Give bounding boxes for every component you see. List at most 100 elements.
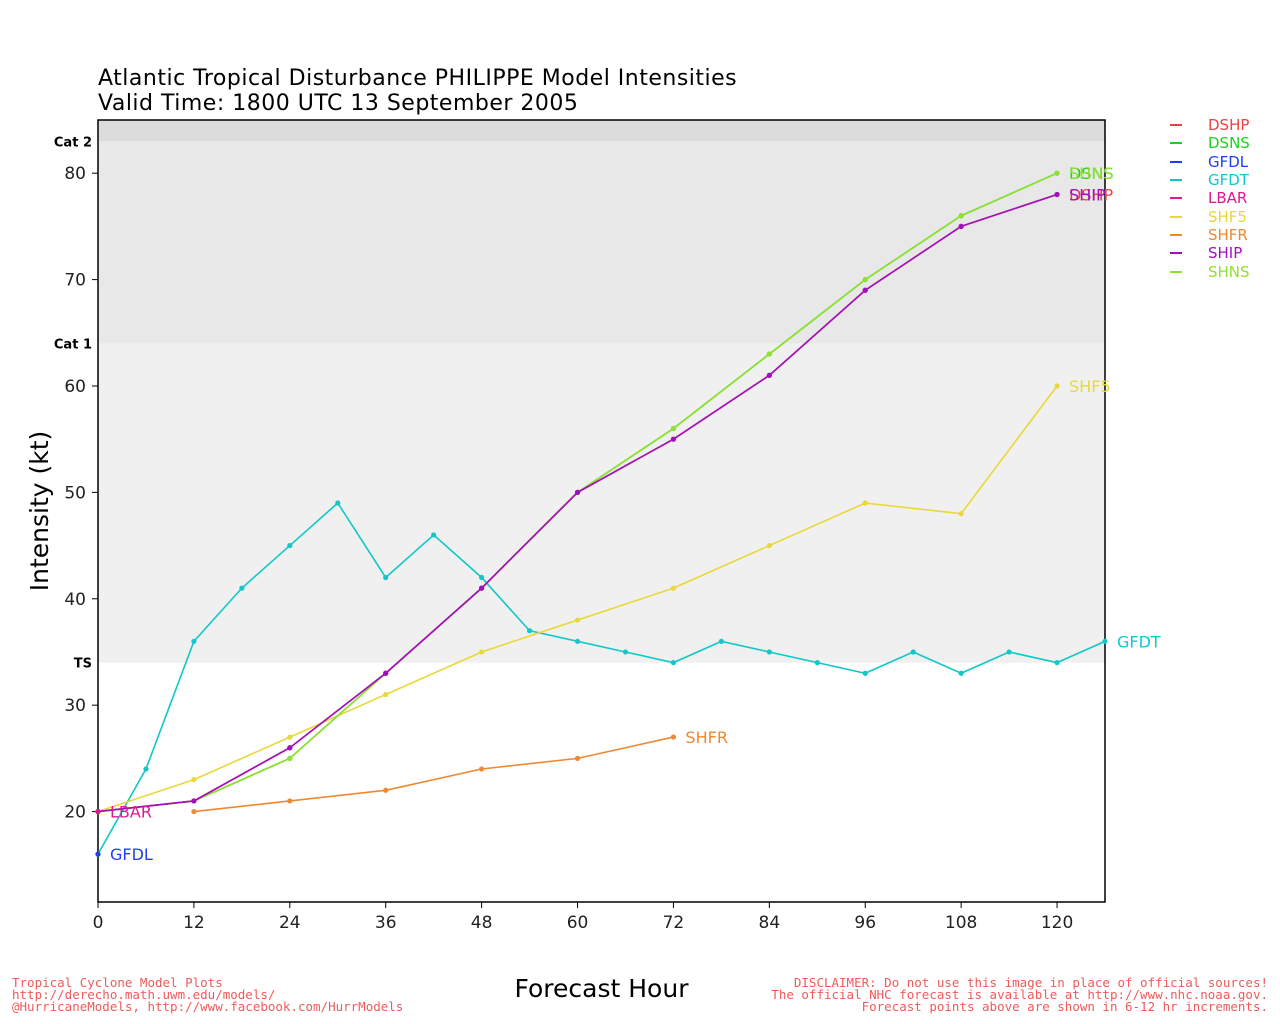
band-cat-1 — [98, 141, 1105, 344]
legend-label: SHIP — [1208, 244, 1243, 263]
point-shfr — [670, 734, 677, 740]
band-label: Cat 1 — [54, 337, 92, 352]
series-line-gfdt — [97, 501, 1106, 855]
band-label: Cat 2 — [54, 135, 92, 150]
point-gfdt — [1006, 649, 1012, 655]
y-tick-label: 30 — [64, 696, 86, 716]
point-gfdt — [670, 660, 677, 666]
footer-credit-social[interactable]: @HurricaneModels, http://www.facebook.co… — [12, 999, 404, 1014]
point-gfdt — [526, 628, 533, 634]
point-gfdt — [287, 542, 293, 549]
point-shns — [862, 276, 868, 283]
point-shfr — [479, 766, 485, 772]
legend-swatch — [1170, 124, 1182, 127]
legend-label: DSHP — [1208, 116, 1250, 135]
y-tick-label: 40 — [64, 590, 86, 610]
point-gfdt — [1102, 638, 1108, 644]
point-shf5 — [670, 585, 677, 591]
chart-title: Atlantic Tropical Disturbance PHILIPPE M… — [98, 66, 738, 91]
footer-credit-line: Tropical Cyclone Model Plots — [12, 975, 223, 990]
point-ship — [958, 223, 964, 229]
disclaimer-increments-line: Forecast points above are shown in 6-12 … — [861, 999, 1268, 1014]
legend-swatch — [1170, 233, 1182, 236]
end-label-ship: SHIP — [1069, 185, 1106, 204]
legend-item-gfdt: GFDT — [1170, 171, 1250, 189]
legend-label: GFDT — [1208, 171, 1249, 190]
end-label-shf5: SHF5 — [1069, 377, 1111, 396]
footer-credits: Tropical Cyclone Model Plots http://dere… — [12, 975, 404, 1014]
legend-item-dshp: DSHP — [1170, 116, 1250, 134]
legend-item-lbar: LBAR — [1170, 189, 1250, 207]
point-ship — [766, 372, 772, 378]
legend-swatch — [1170, 142, 1182, 145]
x-axis-label: Forecast Hour — [515, 974, 690, 1003]
x-tick-label: 108 — [945, 913, 977, 933]
point-ship — [383, 670, 389, 676]
point-gfdt — [622, 649, 629, 655]
point-shf5 — [574, 617, 581, 623]
footer-disclaimer: DISCLAIMER: Do not use this image in pla… — [771, 976, 1268, 1014]
point-shns — [958, 213, 964, 219]
legend-swatch — [1170, 179, 1182, 182]
legend: DSHP DSNS GFDL GFDT LBAR SHF5 SHFR SHIP SHNS — [1170, 116, 1250, 281]
point-gfdt — [143, 766, 149, 772]
x-tick-label: 60 — [567, 913, 589, 933]
legend-label: LBAR — [1208, 189, 1248, 208]
point-shf5 — [191, 777, 197, 783]
end-label-shfr: SHFR — [685, 728, 728, 747]
x-tick-label: 72 — [663, 913, 685, 933]
point-shf5 — [383, 691, 389, 698]
legend-label: DSNS — [1208, 134, 1250, 153]
legend-swatch — [1170, 215, 1182, 218]
point-shf5 — [958, 511, 964, 517]
legend-swatch — [1170, 160, 1182, 163]
point-ship — [191, 798, 197, 804]
point-shf5 — [479, 649, 485, 655]
point-shf5 — [287, 734, 293, 740]
legend-item-ship: SHIP — [1170, 244, 1250, 262]
point-shns — [766, 351, 772, 357]
x-tick-label: 48 — [471, 913, 493, 933]
point-shf5 — [862, 500, 868, 506]
point-shf5 — [1054, 383, 1060, 389]
legend-label: SHF5 — [1208, 207, 1247, 226]
y-axis-label: Intensity (kt) — [25, 431, 54, 592]
point-gfdt — [766, 649, 772, 655]
point-shfr — [287, 798, 293, 804]
end-label-shns: SHNS — [1069, 164, 1113, 183]
point-ship — [862, 287, 868, 293]
point-ship — [574, 489, 581, 495]
end-label-gfdl: GFDL — [110, 845, 153, 864]
legend-item-shfr: SHFR — [1170, 226, 1250, 244]
legend-item-gfdl: GFDL — [1170, 153, 1250, 171]
x-tick-label: 0 — [93, 913, 104, 933]
end-label-dsns: DSNS — [1069, 164, 1114, 183]
point-shfr — [191, 808, 197, 815]
legend-label: GFDL — [1208, 152, 1249, 171]
y-tick-label: 70 — [64, 271, 86, 291]
band-ts — [98, 343, 1105, 663]
series-line-shfr — [193, 736, 674, 813]
point-shfr — [574, 755, 581, 761]
point-ship — [479, 585, 485, 591]
legend-label: SHFR — [1208, 225, 1248, 244]
x-tick-label: 120 — [1041, 913, 1073, 933]
point-shns — [287, 755, 293, 761]
end-label-gfdt: GFDT — [1117, 632, 1161, 651]
footer-credit-url[interactable]: http://derecho.math.uwm.edu/models/ — [12, 987, 276, 1002]
x-tick-label: 36 — [375, 913, 397, 933]
point-gfdt — [479, 574, 485, 581]
y-tick-label: 60 — [64, 377, 86, 397]
band-cat-2 — [98, 120, 1105, 142]
legend-swatch — [1170, 197, 1182, 200]
point-ship — [670, 436, 677, 442]
x-tick-label: 84 — [759, 913, 781, 933]
point-gfdt — [718, 638, 724, 644]
point-gfdt — [910, 649, 916, 655]
point-gfdt — [431, 532, 437, 538]
legend-item-shns: SHNS — [1170, 262, 1250, 281]
y-tick-label: 50 — [64, 483, 86, 503]
band-label: TS — [74, 657, 92, 672]
legend-item-shf5: SHF5 — [1170, 207, 1250, 226]
